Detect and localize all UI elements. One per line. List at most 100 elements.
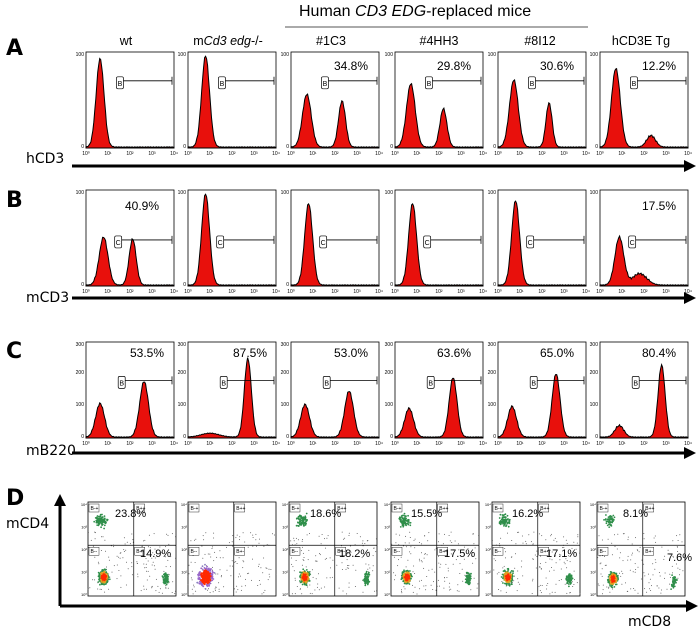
hist-c-8i12-ytick: 200: [488, 370, 497, 376]
dotplot-1c3-ytick: 10¹: [282, 570, 288, 575]
hist-c-hcd3e-tg-ytick: 200: [590, 370, 599, 376]
hist-c-wt-gate-label: B: [119, 380, 124, 387]
dotplot-wt-quad-box: [88, 503, 100, 513]
hist-c-4hh3-xtick: 10¹: [413, 441, 421, 447]
hist-a-4hh3-xtick: 10²: [435, 151, 443, 157]
hist-a-1c3-xtick: 10¹: [309, 151, 317, 157]
hist-a-8i12-gate-label: B: [530, 81, 535, 88]
dotplot-8i12-ytick: 10²: [485, 547, 491, 552]
dotplot-8i12-quad-box: [538, 503, 549, 513]
dotplot-1c3-ytick: 10⁴: [282, 502, 288, 507]
hist-c-cd3-edg-ko-xtick: 10⁰: [184, 441, 192, 447]
hist-a-8i12-ytick: 100: [488, 52, 497, 58]
hist-a-1c3-curve: [290, 93, 380, 149]
dotplot-4hh3-ytick: 10³: [384, 525, 390, 530]
dotplot-1c3-ytick: 10⁰: [282, 592, 288, 597]
hist-a-hcd3e-tg-gate-box: [630, 76, 638, 90]
hist-b-8i12-ytick: 0: [493, 282, 496, 288]
hist-c-cd3-edg-ko-ytick: 0: [183, 434, 186, 440]
dotplot-wt-quad-label: B+-: [136, 549, 144, 555]
hist-b-1c3-xtick: 10²: [331, 289, 339, 295]
dotplot-hcd3e-tg-ytick: 10⁰: [590, 592, 596, 597]
hist-c-wt-gate-box: [117, 376, 126, 389]
group-title: Human CD3 EDG-replaced mice: [299, 3, 532, 20]
hist-b-1c3-curve: [290, 203, 380, 287]
dotplot-hcd3e-tg-quad-label: B--: [600, 549, 607, 555]
cd8-pct-8i12: 17.1%: [546, 548, 578, 560]
hist-b-8i12-xtick: 10¹: [516, 289, 524, 295]
dotplot-hcd3e-tg-quad-box: [643, 547, 654, 556]
hist-b-cd3-edg-ko-xtick: 10⁰: [184, 289, 192, 295]
dotplot-8i12-ytick: 10³: [485, 525, 491, 530]
hist-a-cd3-edg-ko-gate-box: [218, 76, 226, 90]
hist-c-cd3-edg-ko-xtick: 10²: [228, 441, 236, 447]
column-label-cd3-edg-ko: mCd3 edg-/-: [193, 34, 263, 48]
dotplot-hcd3e-tg-ytick: 10¹: [590, 570, 596, 575]
hist-b-4hh3-ytick: 0: [390, 282, 393, 288]
dotplot-cd3-edg-ko-quad-box: [234, 503, 245, 513]
panel-letter-c: C: [6, 339, 23, 364]
hist-a-4hh3-xtick: 10⁰: [391, 151, 399, 157]
hist-c-hcd3e-tg-xtick: 10⁰: [596, 441, 604, 447]
hist-b-4hh3-xtick: 10²: [435, 289, 443, 295]
hist-a-wt-gate-box: [116, 76, 124, 90]
hist-a-1c3-xtick: 10⁴: [375, 151, 383, 157]
hist-c-1c3-xtick: 10⁰: [287, 441, 295, 447]
hist-b-hcd3e-tg-xtick: 10¹: [618, 289, 626, 295]
hist-b-8i12-gate-label: C: [528, 240, 533, 247]
hist-c-hcd3e-tg-xtick: 10²: [640, 441, 648, 447]
hist-a-4hh3-xtick: 10¹: [413, 151, 421, 157]
cd8-pct-4hh3: 17.5%: [444, 548, 476, 560]
mcd4-axis-arrow-head: [54, 494, 66, 506]
hist-b-cd3-edg-ko-xtick: 10⁴: [272, 289, 280, 295]
axis-label-mcd8: mCD8: [628, 614, 672, 630]
hist-b-wt-ytick: 100: [76, 190, 85, 196]
hist-b-4hh3-ytick: 100: [385, 190, 394, 196]
hist-b-cd3-edg-ko-xtick: 10³: [250, 289, 258, 295]
hist-b-8i12-xtick: 10²: [538, 289, 546, 295]
dotplot-1c3-quad-box: [289, 547, 301, 556]
dotplot-4hh3-quad-box: [391, 503, 403, 513]
hist-b-wt-ytick: 0: [81, 282, 84, 288]
hist-b-4hh3-xtick: 10⁴: [479, 289, 487, 295]
hist-c-8i12-xtick: 10³: [560, 441, 568, 447]
hist-c-wt-xtick: 10¹: [104, 441, 112, 447]
hist-c-wt-ytick: 0: [81, 434, 84, 440]
hist-c-wt-ytick: 300: [76, 342, 85, 348]
dotplot-1c3-ytick: 10³: [282, 525, 288, 530]
hist-c-1c3-ytick: 0: [286, 434, 289, 440]
hist-b-4hh3-curve: [394, 203, 484, 287]
hist-c-1c3-xtick: 10²: [331, 441, 339, 447]
hist-b-hcd3e-tg-xtick: 10³: [662, 289, 670, 295]
hist-b-hcd3e-tg-xtick: 10²: [640, 289, 648, 295]
hist-c-4hh3-xtick: 10⁰: [391, 441, 399, 447]
hist-c-hcd3e-tg-xtick: 10⁴: [684, 441, 692, 447]
dotplot-hcd3e-tg: B-+ B++ B-- B+- 10⁴ 10³ 10² 10¹ 10⁰: [590, 501, 686, 597]
hist-a-cd3-edg-ko-ytick: 100: [178, 52, 187, 58]
pct-b-wt: 40.9%: [125, 199, 160, 213]
dotplot-8i12-quad-box: [538, 547, 549, 556]
dotplot-hcd3e-tg-quad-label: B-+: [600, 506, 608, 512]
dotplot-wt-quad-label: B--: [91, 549, 98, 555]
dotplot-1c3-quad-label: B-+: [292, 506, 300, 512]
hist-c-cd3-edg-ko-xtick: 10¹: [206, 441, 214, 447]
hist-a-wt-gate-label: B: [118, 81, 123, 88]
dotplot-hcd3e-tg-quad-box: [643, 503, 654, 513]
hist-a-wt-curve: [85, 57, 175, 149]
dotplot-hcd3e-tg-ytick: 10³: [590, 525, 596, 530]
hist-c-hcd3e-tg-gate-label: B: [633, 380, 638, 387]
hist-c-4hh3-ytick: 100: [385, 402, 394, 408]
dotplot-8i12-quad-box: [492, 547, 504, 556]
hist-c-1c3-xtick: 10³: [353, 441, 361, 447]
dotplot-hcd3e-tg-quad-label: B+-: [645, 549, 653, 555]
pct-c-wt: 53.5%: [130, 346, 165, 360]
hist-b-8i12-ytick: 100: [488, 190, 497, 196]
hist-c-8i12-gate-label: B: [531, 380, 536, 387]
